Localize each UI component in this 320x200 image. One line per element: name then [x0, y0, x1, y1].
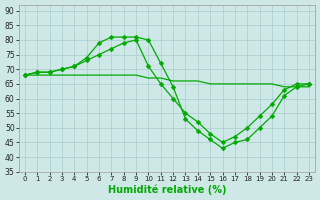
X-axis label: Humidité relative (%): Humidité relative (%) — [108, 185, 226, 195]
